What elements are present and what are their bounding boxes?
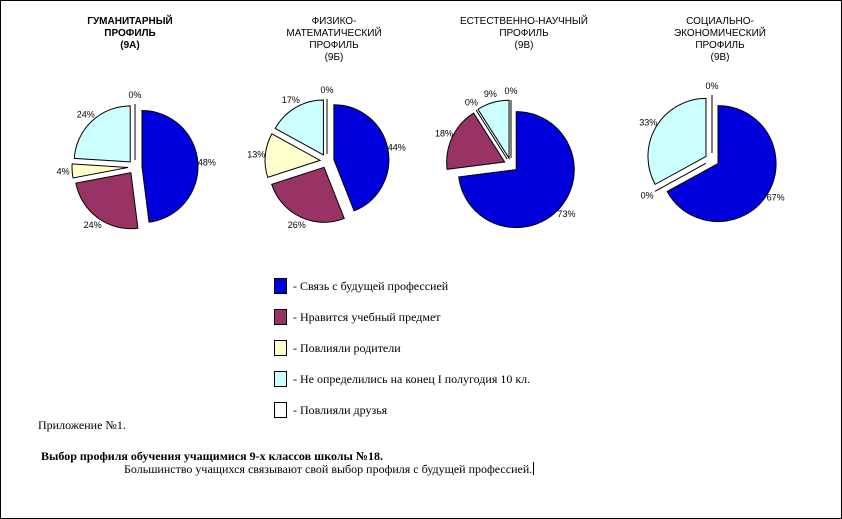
pie-slice — [647, 97, 707, 186]
legend-label: - Не определились на конец I полугодия 1… — [293, 371, 531, 386]
pie-data-label: 0% — [641, 191, 654, 201]
pie-slice — [666, 105, 777, 223]
chart-title-line: ФИЗИКО- — [311, 16, 357, 27]
pie-data-label: 48% — [198, 157, 216, 167]
pie-slice — [264, 133, 322, 178]
pie-slice — [458, 111, 575, 229]
appendix-label: Приложение №1. — [38, 418, 126, 432]
pie-chart: 67% 0% 33% 0% — [639, 81, 785, 223]
pie-data-label: 44% — [388, 143, 406, 153]
pie-data-label: 24% — [77, 110, 95, 120]
legend-label: - Нравится учебный предмет — [293, 309, 441, 324]
legend-swatch — [274, 340, 287, 356]
chart-title-line: ПРОФИЛЬ — [695, 40, 745, 51]
legend-swatch — [274, 371, 287, 387]
chart-title-humanities: ГУМАНИТАРНЫЙ ПРОФИЛЬ (9А) — [55, 16, 205, 52]
pie-data-label: 18% — [435, 128, 453, 138]
pie-data-label: 24% — [84, 220, 102, 230]
summary-text: Большинство учащихся связывают свой выбо… — [124, 462, 533, 476]
pie-slice — [654, 162, 707, 192]
pie-data-label: 0% — [504, 86, 517, 96]
pie-data-label: 0% — [128, 90, 141, 100]
pie-slice — [73, 105, 131, 163]
pie-data-label: 4% — [57, 167, 70, 177]
chart-title-line: ПРОФИЛЬ — [104, 28, 156, 39]
pie-data-label: 0% — [465, 98, 478, 108]
chart-title-line: МАТЕМАТИЧЕСКИЙ — [286, 28, 382, 39]
document-heading: Выбор профиля обучения учащимися 9-х кла… — [41, 449, 383, 463]
pie-slice — [271, 166, 345, 223]
chart-title-natsci: ЕСТЕСТВЕННО-НАУЧНЫЙ ПРОФИЛЬ (9В) — [449, 16, 599, 52]
pie-charts: 48%24%4%24%0%44%26%13%17%0%73%18%0%9% 0%6… — [57, 81, 785, 230]
chart-title-line: ГУМАНИТАРНЫЙ — [87, 16, 173, 27]
pie-slice — [71, 163, 129, 179]
legend-label: - Повлияли родители — [293, 340, 401, 355]
legend: - Связь с будущей профессией - Нравится … — [274, 276, 530, 431]
pie-slice — [75, 172, 139, 230]
pie-chart: 44% 26% 13% 17% 0% — [247, 85, 405, 230]
pie-slice — [477, 99, 510, 160]
text-cursor — [533, 462, 535, 475]
chart-title-physmath: ФИЗИКО- МАТЕМАТИЧЕСКИЙ ПРОФИЛЬ (9Б) — [259, 16, 409, 64]
chart-class-label: (9А) — [120, 40, 140, 51]
legend-item: - Связь с будущей профессией — [274, 276, 530, 296]
pie-data-label: 73% — [558, 209, 576, 219]
legend-label: - Повлияли друзья — [293, 402, 388, 417]
pie-slice — [274, 99, 324, 156]
chart-title-line: ЭКОНОМИЧЕСКИЙ — [674, 28, 766, 39]
chart-class-label: (9В) — [514, 40, 534, 51]
chart-class-label: (9В) — [710, 52, 730, 63]
legend-item: - Повлияли друзья — [274, 400, 530, 420]
document-summary[interactable]: Большинство учащихся связывают свой выбо… — [124, 462, 535, 477]
legend-swatch — [274, 402, 287, 418]
pie-slice — [446, 112, 506, 170]
pie-chart: 48% 24% 4% 24% 0% — [57, 90, 216, 230]
pie-data-label: 26% — [288, 220, 306, 230]
legend-item: - Повлияли родители — [274, 338, 530, 358]
pie-data-label: 0% — [705, 81, 718, 91]
legend-swatch — [274, 309, 287, 325]
pie-slice — [141, 110, 199, 223]
pie-slice — [333, 104, 390, 212]
pie-chart: 73% 18% 0% 9% 0% — [435, 86, 576, 229]
legend-swatch — [274, 278, 287, 294]
chart-title-line: ПРОФИЛЬ — [499, 28, 549, 39]
legend-item: - Нравится учебный предмет — [274, 307, 530, 327]
legend-item: - Не определились на конец I полугодия 1… — [274, 369, 530, 389]
legend-label: - Связь с будущей профессией — [293, 278, 449, 293]
chart-class-label: (9Б) — [324, 52, 344, 63]
pie-data-label: 9% — [484, 89, 497, 99]
chart-title-socecon: СОЦИАЛЬНО- ЭКОНОМИЧЕСКИЙ ПРОФИЛЬ (9В) — [645, 16, 795, 64]
chart-title-line: ПРОФИЛЬ — [309, 40, 359, 51]
pie-data-label: 67% — [767, 193, 785, 203]
pie-data-label: 33% — [639, 117, 657, 127]
chart-title-line: ЕСТЕСТВЕННО-НАУЧНЫЙ — [460, 16, 588, 27]
pie-slice — [475, 109, 508, 160]
pie-data-label: 13% — [247, 149, 265, 159]
chart-title-line: СОЦИАЛЬНО- — [686, 16, 754, 27]
pie-data-label: 0% — [320, 85, 333, 95]
pie-data-label: 17% — [282, 95, 300, 105]
